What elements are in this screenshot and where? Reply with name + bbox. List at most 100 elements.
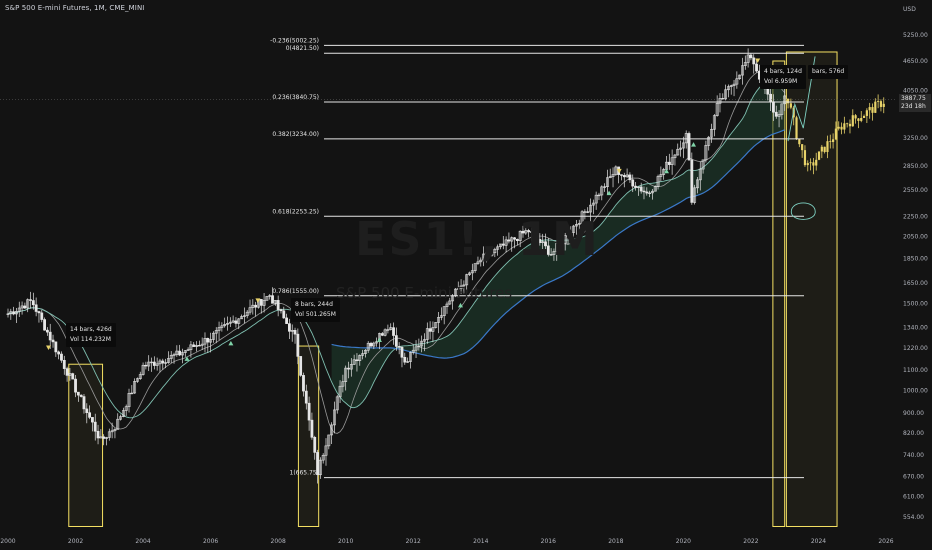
candle-body bbox=[611, 174, 615, 177]
candle-body bbox=[234, 320, 238, 324]
candle-body bbox=[203, 338, 207, 345]
fib-level-label: 0(4821.50) bbox=[286, 45, 319, 52]
forecast-candle-body bbox=[798, 138, 801, 145]
candle-body bbox=[580, 211, 584, 224]
fib-level-label: 1(665.75) bbox=[290, 470, 320, 477]
fib-level-label: 0.236(3840.75) bbox=[272, 94, 319, 101]
candle-body bbox=[200, 343, 204, 346]
candle-body bbox=[490, 252, 494, 256]
forecast-candle-body bbox=[831, 139, 835, 143]
candle-body bbox=[316, 452, 319, 476]
time-axis-tick: 2022 bbox=[743, 538, 758, 545]
candle-body bbox=[296, 333, 300, 357]
candle-body bbox=[299, 356, 303, 376]
candle-body bbox=[555, 243, 559, 252]
candle-body bbox=[214, 330, 218, 334]
candle-body bbox=[431, 327, 435, 332]
candle-body bbox=[265, 296, 269, 301]
candle-body bbox=[186, 349, 190, 351]
candle-body bbox=[693, 187, 697, 203]
candle-body bbox=[673, 154, 677, 159]
candle-body bbox=[43, 319, 46, 331]
forecast-candle-body bbox=[877, 101, 880, 102]
candle-body bbox=[521, 230, 525, 234]
candle-body bbox=[347, 367, 350, 370]
candle-body bbox=[212, 332, 215, 340]
forecast-candle-body bbox=[854, 115, 857, 119]
candle-body bbox=[470, 270, 474, 274]
candle-body bbox=[327, 434, 331, 447]
candle-body bbox=[389, 327, 393, 330]
candle-body bbox=[20, 305, 24, 309]
candle-body bbox=[29, 299, 32, 301]
candle-body bbox=[448, 300, 452, 305]
candle-body bbox=[530, 231, 533, 233]
forecast-candle-body bbox=[837, 126, 840, 129]
candle-body bbox=[136, 378, 139, 382]
buy-signal-marker bbox=[184, 356, 190, 361]
candle-body bbox=[209, 339, 213, 343]
forecast-candle-body bbox=[820, 146, 823, 152]
candle-body bbox=[99, 436, 103, 439]
candle-body bbox=[428, 328, 432, 332]
time-axis-tick: 2018 bbox=[608, 538, 623, 545]
price-axis-tick: 1220.00 bbox=[903, 345, 928, 352]
forecast-candle-body bbox=[857, 118, 860, 121]
forecast-candle-body bbox=[812, 162, 815, 166]
time-axis-tick: 2024 bbox=[811, 538, 826, 545]
time-axis-tick: 2020 bbox=[676, 538, 691, 545]
range-bars-label: bars, 576d bbox=[812, 68, 845, 75]
candle-body bbox=[127, 392, 131, 408]
candle-body bbox=[262, 300, 266, 306]
candle-body bbox=[330, 424, 334, 436]
range-box-2023[interactable]: bars, 576d bbox=[808, 65, 849, 79]
range-box-2001[interactable]: 14 bars, 426d Vol 114.232M bbox=[66, 323, 116, 347]
candle-body bbox=[420, 340, 424, 347]
candle-body bbox=[155, 363, 159, 366]
price-axis-tick: 2050.00 bbox=[903, 234, 928, 241]
candle-body bbox=[741, 65, 744, 76]
candle-body bbox=[147, 361, 151, 367]
forecast-candle-body bbox=[817, 151, 821, 160]
price-axis-tick: 2250.00 bbox=[903, 214, 928, 221]
candle-body bbox=[468, 272, 471, 275]
range-highlight-box bbox=[68, 363, 104, 527]
price-axis-tick: 820.00 bbox=[903, 430, 924, 437]
price-axis-tick: 1850.00 bbox=[903, 256, 928, 263]
candle-body bbox=[138, 374, 142, 379]
forecast-candle-body bbox=[809, 162, 812, 164]
candle-body bbox=[74, 378, 77, 393]
candle-body bbox=[442, 306, 446, 316]
candle-body bbox=[780, 103, 784, 115]
candle-body bbox=[130, 392, 134, 395]
candle-body bbox=[51, 339, 55, 343]
range-box-2022[interactable]: 4 bars, 124d Vol 6.959M bbox=[760, 65, 806, 89]
range-bars-label: 14 bars, 426d bbox=[70, 326, 112, 333]
candle-body bbox=[648, 192, 652, 194]
range-box-2008[interactable]: 8 bars, 244d Vol 501.265M bbox=[291, 298, 340, 322]
candle-body bbox=[76, 391, 80, 396]
candle-body bbox=[732, 83, 736, 86]
forecast-candle-body bbox=[786, 98, 790, 104]
candle-body bbox=[727, 86, 730, 91]
candle-body bbox=[411, 349, 415, 353]
candle-body bbox=[172, 354, 176, 356]
candle-body bbox=[133, 381, 137, 394]
candle-body bbox=[414, 346, 418, 351]
candle-body bbox=[532, 231, 536, 235]
drawn-circle-annotation bbox=[790, 202, 816, 220]
candle-body bbox=[181, 352, 184, 356]
candle-body bbox=[302, 375, 305, 392]
candle-body bbox=[313, 437, 317, 453]
candle-body bbox=[684, 133, 688, 144]
candle-body bbox=[152, 361, 156, 366]
candle-body bbox=[37, 311, 41, 314]
candle-body bbox=[223, 324, 227, 327]
symbol-watermark: ES1!, 1M bbox=[355, 212, 600, 266]
candle-body bbox=[634, 185, 637, 188]
candle-body bbox=[358, 355, 362, 361]
time-axis-tick: 2012 bbox=[406, 538, 421, 545]
candle-body bbox=[355, 359, 359, 361]
